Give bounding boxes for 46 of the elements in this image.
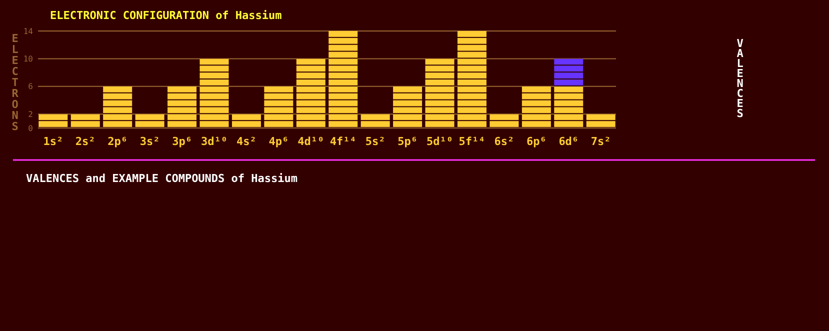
bar (360, 114, 390, 128)
x-tick-label: 4p⁶ (268, 135, 289, 148)
y-tick-label: 6 (28, 82, 34, 92)
x-tick-label: 4d¹⁰ (298, 135, 324, 148)
x-tick-label: 4f¹⁴ (330, 135, 356, 148)
y-tick-label: 10 (23, 54, 34, 64)
y-tick-label: 14 (23, 26, 34, 36)
text: ELECTRONS (12, 32, 18, 133)
x-tick-label: 6d⁶ (558, 135, 579, 148)
bar (457, 31, 486, 128)
bar (554, 86, 584, 128)
bar (232, 114, 261, 128)
bar (168, 86, 197, 128)
bar (70, 114, 100, 128)
x-tick-label: 2p⁶ (108, 135, 128, 148)
x-tick-label: 7s² (590, 135, 611, 148)
y-tick-label: 2 (28, 110, 34, 119)
x-tick-label: 3p⁶ (172, 135, 192, 148)
bar (200, 58, 229, 128)
x-tick-label: 1s² (43, 135, 64, 148)
bar (264, 86, 294, 128)
x-tick-label: 3s² (140, 135, 160, 148)
bar (393, 86, 422, 128)
bar (490, 114, 519, 128)
bar (38, 114, 68, 128)
bar (425, 58, 454, 128)
x-tick-label: 3d¹⁰ (200, 135, 228, 148)
x-tick-label: 6s² (494, 135, 514, 148)
y-tick-label: 0 (28, 124, 34, 133)
bar (135, 114, 164, 128)
x-tick-label: 2s² (75, 135, 96, 148)
x-tick-label: 6p⁶ (526, 135, 546, 148)
chart-title: ELECTRONIC CONFIGURATION of Hassium (50, 9, 282, 22)
x-tick-label: 4s² (236, 135, 256, 148)
bar (103, 86, 132, 128)
bar (586, 114, 616, 128)
bar (296, 58, 326, 128)
text: VALENCES and EXAMPLE COMPOUNDS of Hassium (26, 172, 298, 185)
text: VALENCES (736, 37, 744, 120)
x-tick-label: 5d¹⁰ (426, 135, 454, 148)
x-tick-label: 5p⁶ (398, 135, 418, 148)
x-tick-label: 5s² (365, 135, 386, 148)
bar (554, 58, 584, 86)
x-tick-label: 5f¹⁴ (458, 135, 486, 148)
bar (522, 86, 551, 128)
bar (328, 31, 358, 128)
